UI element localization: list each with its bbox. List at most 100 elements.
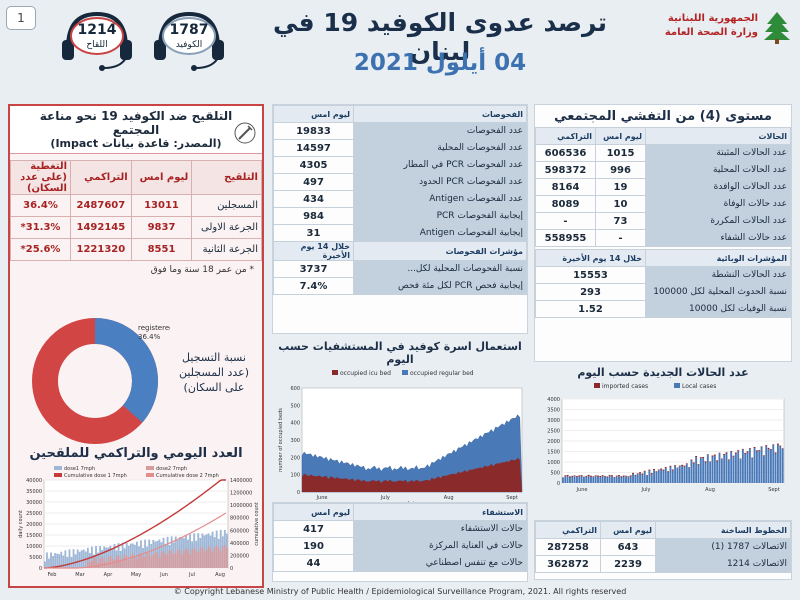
- cell-cumulative: 362872: [535, 555, 601, 573]
- local-cases-bar: [718, 453, 721, 483]
- row-label: عدد الحالات المكررة: [645, 212, 791, 230]
- imported-cases-bar: [774, 452, 777, 454]
- local-cases-bar: [671, 470, 674, 483]
- tests-col-label: الفحوصات: [353, 105, 527, 123]
- row-label: الاتصالات 1787 (1): [655, 538, 791, 556]
- donut-caption: نسبة التسجيل (عدد المسجلين على السكان): [178, 351, 250, 394]
- dose2-bar: [180, 554, 183, 568]
- imported-cases-bar: [758, 450, 761, 452]
- y-tick-label: 400: [290, 421, 300, 427]
- imported-cases-bar: [695, 455, 698, 458]
- dose2-bar: [170, 550, 173, 568]
- y-tick-label: 30000: [26, 500, 42, 506]
- dose1-bar: [125, 542, 128, 568]
- hotlines-col-cumulative: التراكمي: [535, 521, 601, 539]
- syringe-icon: [234, 122, 256, 144]
- local-cases-bar: [667, 471, 670, 483]
- imported-cases-bar: [636, 473, 639, 475]
- vaccination-header: التلقيح ضد الكوفيد 19 نحو مناعة المجتمع …: [10, 106, 262, 154]
- local-cases-bar: [566, 476, 569, 483]
- local-cases-bar: [592, 477, 595, 483]
- imported-cases-bar: [620, 476, 623, 478]
- dose2-bar: [95, 558, 97, 568]
- x-tick-label: Sept: [768, 487, 779, 493]
- local-cases-bar: [744, 454, 747, 483]
- dose2-bar: [86, 558, 89, 568]
- local-cases-bar: [639, 473, 641, 483]
- local-cases-bar: [681, 466, 684, 483]
- dose2-bar: [209, 547, 212, 568]
- imported-cases-bar: [627, 476, 630, 478]
- epi-header: المؤشرات الوبائية: [645, 249, 791, 267]
- dose1-bar: [52, 555, 55, 568]
- dose1-bar: [74, 554, 77, 568]
- imported-cases-bar: [781, 448, 784, 449]
- y2-tick-label: 1200000: [230, 491, 252, 497]
- imported-cases-bar: [569, 476, 571, 478]
- imported-cases-bar: [706, 454, 709, 456]
- imported-cases-bar: [739, 458, 742, 460]
- dose1-bar: [72, 549, 75, 568]
- local-cases-bar: [704, 462, 707, 483]
- dose2-bar: [215, 545, 218, 568]
- dose2-bar: [105, 561, 108, 568]
- dose2-bar: [127, 560, 130, 568]
- imported-cases-bar: [709, 461, 712, 462]
- imported-cases-bar: [746, 451, 749, 453]
- daily-vaccination-title: العدد اليومي والتراكمي للملقحين: [29, 446, 243, 461]
- x-tick-label: Mar: [75, 572, 85, 578]
- imported-cases-bar: [681, 464, 684, 467]
- y2-axis-label: cumulative count: [254, 502, 260, 546]
- local-cases-bar: [648, 470, 651, 483]
- imported-cases-bar: [611, 475, 613, 477]
- cell-yesterday: 643: [600, 538, 656, 556]
- cell-cumulative: -: [535, 212, 596, 230]
- local-cases-bar: [734, 453, 737, 483]
- table-row: المسجلين 13011 2487607 36.4%: [10, 194, 262, 217]
- table-row: الجرعة الثانية 8551 1221320 *25.6%: [10, 238, 262, 261]
- dose1-bar: [197, 533, 200, 568]
- local-cases-bar: [646, 475, 648, 483]
- cell-value: 14597: [273, 139, 354, 157]
- table-row: إيجابية فحص PCR لكل مئة فحص 7.4%: [273, 277, 527, 295]
- local-cases-bar: [753, 448, 756, 483]
- vaccination-title: التلقيح ضد الكوفيد 19 نحو مناعة المجتمع: [39, 109, 233, 137]
- cell-cumulative: 8164: [535, 178, 596, 196]
- row-label: نسبة الوفيات لكل 10000: [645, 300, 791, 318]
- legend-label: Local cases: [682, 383, 716, 390]
- dose1-bar: [174, 536, 177, 568]
- local-cases-bar: [662, 470, 665, 483]
- cell-coverage: *31.3%: [10, 216, 71, 239]
- dose2-bar: [221, 546, 224, 568]
- y-tick-label: 200: [290, 455, 300, 461]
- row-label: إيجابية فحص PCR لكل مئة فحص: [353, 277, 527, 295]
- legend-label: imported cases: [602, 383, 648, 390]
- table-row: عدد الحالات المثبتة 1015 606536: [535, 144, 791, 162]
- dose2-bar: [225, 547, 228, 568]
- local-cases-bar: [585, 476, 588, 483]
- imported-cases-bar: [718, 452, 721, 454]
- imported-cases-bar: [760, 446, 763, 447]
- legend-swatch: [54, 466, 62, 470]
- new-cases-title: عدد الحالات الجديدة حسب اليوم: [577, 366, 749, 379]
- local-cases-bar: [599, 477, 602, 483]
- local-cases-bar: [622, 476, 625, 483]
- local-cases-bar: [657, 470, 660, 483]
- dose2-bar: [193, 547, 196, 568]
- imported-cases-bar: [751, 457, 754, 459]
- dose2-bar: [189, 554, 191, 568]
- imported-cases-bar: [744, 452, 747, 455]
- local-cases-bar: [587, 476, 590, 483]
- cell-yesterday: 9837: [130, 216, 193, 239]
- imported-cases-bar: [741, 448, 744, 450]
- y2-tick-label: 1000000: [230, 503, 252, 509]
- table-row: الاتصالات 1787 (1) 643 287258: [535, 538, 791, 556]
- imported-cases-bar: [634, 474, 637, 476]
- y-axis-label: number of occupied beds: [278, 408, 284, 472]
- imported-cases-bar: [639, 472, 641, 474]
- local-cases-bar: [760, 446, 763, 483]
- imported-cases-bar: [671, 469, 674, 471]
- local-cases-bar: [650, 474, 653, 483]
- y-tick-label: 3000: [547, 418, 560, 424]
- local-cases-bar: [594, 476, 597, 483]
